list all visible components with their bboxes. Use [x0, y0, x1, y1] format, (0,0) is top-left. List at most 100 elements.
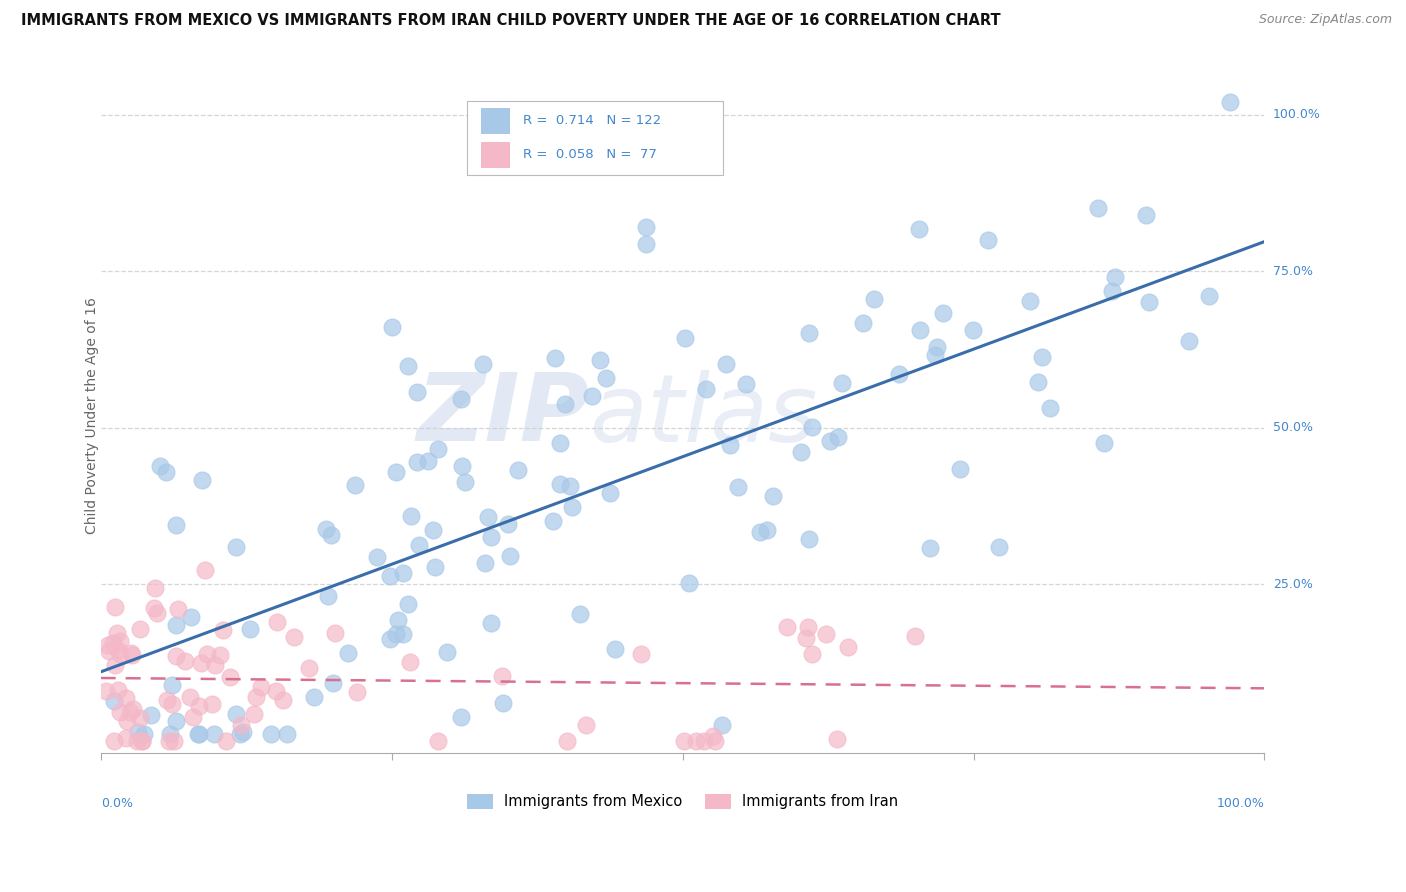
- Point: [343, 478, 366, 492]
- Text: ZIP: ZIP: [416, 369, 589, 461]
- Point: [180, 610, 202, 624]
- Point: [165, 518, 187, 533]
- Point: [103, 694, 125, 708]
- Point: [762, 489, 785, 503]
- Point: [191, 473, 214, 487]
- Point: [408, 538, 430, 552]
- Point: [987, 540, 1010, 554]
- Point: [98, 644, 121, 658]
- Text: 100.0%: 100.0%: [1272, 109, 1320, 121]
- Text: 25.0%: 25.0%: [1272, 578, 1313, 591]
- Point: [790, 444, 813, 458]
- Point: [920, 541, 942, 556]
- Point: [818, 434, 841, 449]
- Point: [544, 351, 567, 365]
- Point: [1087, 201, 1109, 215]
- Point: [423, 560, 446, 574]
- Point: [702, 729, 724, 743]
- Point: [904, 629, 927, 643]
- Point: [678, 576, 700, 591]
- Point: [427, 733, 450, 747]
- Text: 50.0%: 50.0%: [1272, 421, 1313, 434]
- Point: [800, 419, 823, 434]
- Text: R =  0.714   N = 122: R = 0.714 N = 122: [523, 113, 661, 127]
- Point: [815, 627, 838, 641]
- Point: [239, 623, 262, 637]
- Point: [110, 648, 132, 662]
- Point: [391, 566, 413, 581]
- Point: [139, 707, 162, 722]
- Point: [801, 647, 824, 661]
- Point: [229, 727, 252, 741]
- Point: [685, 733, 707, 747]
- Point: [195, 647, 218, 661]
- Point: [595, 371, 617, 385]
- Point: [142, 601, 165, 615]
- Point: [128, 711, 150, 725]
- Point: [146, 606, 169, 620]
- Point: [932, 306, 955, 320]
- Point: [714, 357, 737, 371]
- Point: [143, 582, 166, 596]
- Point: [108, 634, 131, 648]
- Point: [775, 620, 797, 634]
- Point: [474, 557, 496, 571]
- Point: [121, 648, 143, 662]
- Point: [104, 600, 127, 615]
- Point: [107, 643, 129, 657]
- Point: [103, 733, 125, 747]
- Point: [120, 646, 142, 660]
- Point: [797, 326, 820, 340]
- Point: [201, 697, 224, 711]
- Point: [827, 430, 849, 444]
- Point: [831, 376, 853, 390]
- Point: [149, 458, 172, 473]
- Point: [122, 702, 145, 716]
- Point: [273, 693, 295, 707]
- Point: [232, 724, 254, 739]
- Point: [103, 636, 125, 650]
- Point: [165, 648, 187, 663]
- Point: [108, 705, 131, 719]
- Point: [799, 532, 821, 546]
- Text: 100.0%: 100.0%: [1216, 797, 1264, 810]
- Point: [131, 733, 153, 747]
- Point: [337, 646, 360, 660]
- Point: [396, 359, 419, 373]
- Point: [132, 727, 155, 741]
- Point: [266, 684, 288, 698]
- Point: [673, 331, 696, 345]
- Point: [748, 525, 770, 540]
- Point: [131, 733, 153, 747]
- Text: atlas: atlas: [589, 370, 818, 461]
- Point: [589, 352, 612, 367]
- Point: [399, 655, 422, 669]
- Point: [259, 727, 281, 741]
- Point: [794, 631, 817, 645]
- Point: [325, 626, 347, 640]
- Point: [387, 613, 409, 627]
- Point: [283, 631, 305, 645]
- Point: [188, 727, 211, 741]
- Point: [599, 486, 621, 500]
- Bar: [481, 108, 510, 134]
- Point: [575, 718, 598, 732]
- Point: [756, 523, 779, 537]
- Point: [1092, 435, 1115, 450]
- Point: [187, 727, 209, 741]
- Point: [219, 670, 242, 684]
- Point: [1178, 334, 1201, 349]
- Point: [120, 706, 142, 720]
- Point: [796, 620, 818, 634]
- Text: IMMIGRANTS FROM MEXICO VS IMMIGRANTS FROM IRAN CHILD POVERTY UNDER THE AGE OF 16: IMMIGRANTS FROM MEXICO VS IMMIGRANTS FRO…: [21, 13, 1001, 29]
- Point: [405, 384, 427, 399]
- Point: [346, 685, 368, 699]
- Point: [718, 438, 741, 452]
- Y-axis label: Child Poverty Under the Age of 16: Child Poverty Under the Age of 16: [86, 297, 100, 533]
- Point: [225, 540, 247, 554]
- Point: [825, 732, 848, 747]
- Text: Source: ZipAtlas.com: Source: ZipAtlas.com: [1258, 13, 1392, 27]
- Point: [603, 642, 626, 657]
- Point: [385, 626, 408, 640]
- Point: [174, 654, 197, 668]
